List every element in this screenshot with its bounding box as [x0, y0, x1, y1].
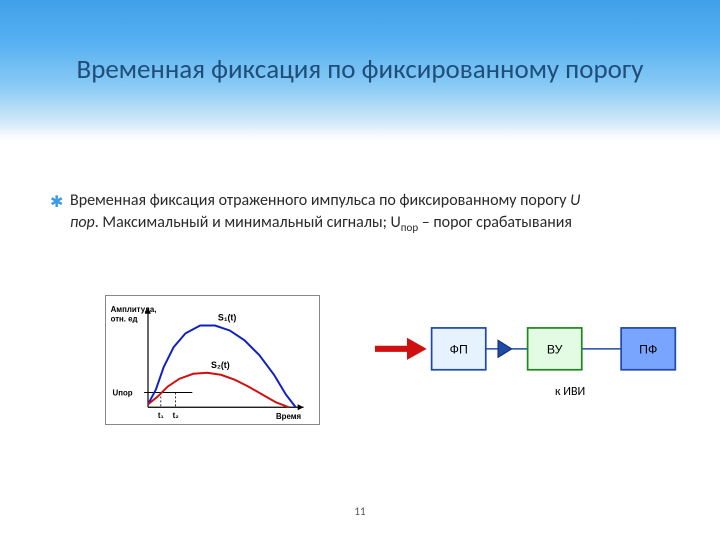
bullet-icon: ✱ — [50, 192, 63, 214]
slide-title: Временная фиксация по фиксированному пор… — [77, 53, 644, 87]
svg-text:ВУ: ВУ — [547, 342, 563, 356]
svg-text:t₁: t₁ — [158, 411, 164, 420]
svg-text:Uпор: Uпор — [113, 388, 133, 397]
svg-text:Время: Время — [276, 412, 302, 421]
body-tail: – порог срабатывания — [418, 213, 572, 232]
signal-chart: Амплитуда,отн. ед Время Uпор t₁ t₂ S₁(t) S₂(t) — [105, 295, 320, 425]
signal-chart-svg: Амплитуда,отн. ед Время Uпор t₁ t₂ S₁(t) S₂(t) — [106, 296, 319, 424]
block-diagram: ФП ВУ ПФ — [375, 295, 695, 415]
svg-text:S₂(t): S₂(t) — [211, 360, 230, 370]
body-line: Временная фиксация отраженного импульса … — [70, 191, 580, 232]
body-text: ✱ Временная фиксация отраженного импульс… — [70, 190, 610, 236]
svg-text:Амплитуда,: Амплитуда, — [111, 305, 157, 314]
block-diagram-svg: ФП ВУ ПФ — [375, 295, 695, 415]
aux-label: к ИВИ — [555, 385, 585, 399]
title-band: Временная фиксация по фиксированному пор… — [0, 0, 720, 140]
svg-text:ФП: ФП — [450, 342, 468, 356]
svg-text:отн. ед: отн. ед — [111, 315, 138, 324]
subscript-por: пор — [401, 221, 418, 234]
svg-text:S₁(t): S₁(t) — [218, 313, 236, 323]
page-number: 11 — [354, 505, 365, 518]
svg-text:ПФ: ПФ — [639, 342, 657, 356]
svg-text:t₂: t₂ — [173, 411, 180, 420]
